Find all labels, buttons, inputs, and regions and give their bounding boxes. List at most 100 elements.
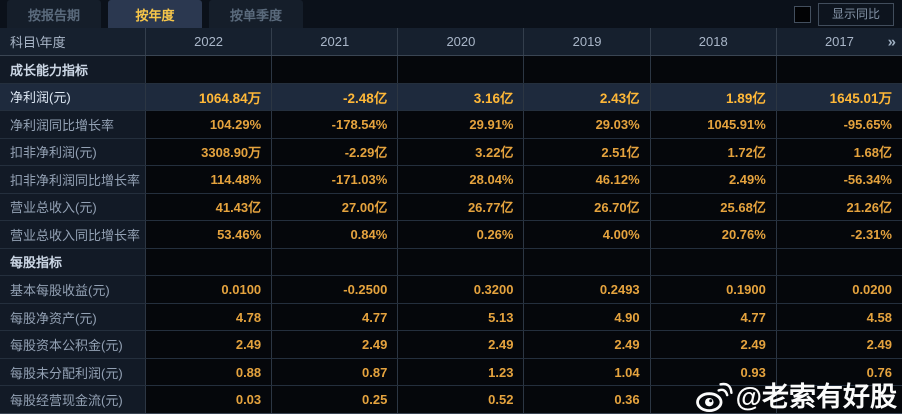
value-cell: 0.2493 [523,276,650,303]
value-cell [145,56,272,83]
value-cell: 0.1900 [649,276,776,303]
value-cell [523,56,650,83]
table-body: 成长能力指标 净利润(元) 1064.84万 -2.48亿 3.16亿 2.43亿 1.89… [0,56,902,414]
value-cell: 2.49 [145,331,272,358]
year-label: 2019 [572,34,602,49]
table-row[interactable]: 每股经营现金流(元) 0.03 0.25 0.52 0.36 [0,386,902,414]
period-tabs: 按报告期 按年度 按单季度 [0,0,303,28]
value-cell: 0.0100 [145,276,272,303]
value-cell [775,56,902,83]
value-cell: 2.49% [649,166,776,193]
value-cell: 0.87 [271,358,398,386]
year-header-2019[interactable]: 2019 [523,28,649,55]
value-cell: -95.65% [775,111,902,138]
tab-by-quarter[interactable]: 按单季度 [209,0,303,28]
table-row[interactable]: 每股净资产(元) 4.78 4.77 5.13 4.90 4.77 4.58 [0,303,902,332]
value-cell: 3.16亿 [397,83,524,111]
row-label: 基本每股收益(元) [0,276,145,303]
tab-by-year[interactable]: 按年度 [108,0,202,28]
year-header-2021[interactable]: 2021 [271,28,397,55]
value-cell: 4.77 [649,303,776,331]
row-label: 扣非净利润(元) [0,138,145,166]
section-row[interactable]: 成长能力指标 [0,56,902,84]
value-cell: 46.12% [523,166,650,193]
value-cell: 20.76% [649,221,776,248]
value-cell [775,248,902,276]
row-label: 营业总收入(元) [0,193,145,221]
value-cell: 2.49 [775,331,902,358]
year-header-2018[interactable]: 2018 [649,28,776,55]
table-row[interactable]: 每股未分配利润(元) 0.88 0.87 1.23 1.04 0.93 0.76 [0,358,902,387]
value-cell: 29.91% [397,111,524,138]
value-cell: 41.43亿 [145,193,272,221]
value-cell: 1064.84万 [145,83,272,111]
table-row[interactable]: 营业总收入同比增长率 53.46% 0.84% 0.26% 4.00% 20.76% -2.… [0,221,902,249]
table-header-row: 科目\年度 2022 2021 2020 2019 2018 2017 » [0,28,902,56]
value-cell: 1.23 [397,358,524,386]
value-cell: 2.51亿 [523,138,650,166]
value-cell: 0.93 [649,358,776,386]
show-yoy-checkbox[interactable] [793,5,811,23]
value-cell: 1045.91% [649,111,776,138]
section-row[interactable]: 每股指标 [0,248,902,277]
year-header-2020[interactable]: 2020 [397,28,523,55]
yoy-controls: 显示同比 [793,0,902,28]
value-cell: -171.03% [271,166,398,193]
year-header-2017[interactable]: 2017 » [775,28,902,55]
value-cell: 1645.01万 [775,83,902,111]
year-header-2022[interactable]: 2022 [145,28,271,55]
value-cell [649,248,776,276]
scroll-right-icon[interactable]: » [887,33,896,50]
value-cell [649,386,776,413]
year-label: 2022 [194,34,224,49]
table-row[interactable]: 扣非净利润(元) 3308.90万 -2.29亿 3.22亿 2.51亿 1.72亿 1.6… [0,138,902,167]
value-cell: 4.77 [271,303,398,331]
value-cell: 2.43亿 [523,83,650,111]
value-cell [145,248,272,276]
value-cell: -178.54% [271,111,398,138]
value-cell: 26.70亿 [523,193,650,221]
table-row[interactable]: 净利润(元) 1064.84万 -2.48亿 3.16亿 2.43亿 1.89亿 1645.… [0,83,902,112]
value-cell [649,56,776,83]
value-cell: 3308.90万 [145,138,272,166]
value-cell: 0.52 [397,386,524,413]
value-cell: 2.49 [523,331,650,358]
value-cell [397,248,524,276]
value-cell: 28.04% [397,166,524,193]
value-cell: 3.22亿 [397,138,524,166]
show-yoy-label[interactable]: 显示同比 [817,2,894,26]
value-cell: -2.31% [775,221,902,248]
value-cell: 0.25 [271,386,398,413]
value-cell: 1.89亿 [649,83,776,111]
value-cell: 1.68亿 [775,138,902,166]
row-label: 营业总收入同比增长率 [0,221,145,248]
tab-by-report-period[interactable]: 按报告期 [7,0,101,28]
value-cell: 0.03 [145,386,272,413]
value-cell: 0.0200 [775,276,902,303]
table-row[interactable]: 扣非净利润同比增长率 114.48% -171.03% 28.04% 46.12% 2.4… [0,166,902,194]
value-cell: 0.36 [523,386,650,413]
value-cell: 26.77亿 [397,193,524,221]
row-label: 每股资本公积金(元) [0,331,145,358]
value-cell [271,56,398,83]
value-cell: 4.90 [523,303,650,331]
year-label: 2017 [824,34,854,49]
table-row[interactable]: 净利润同比增长率 104.29% -178.54% 29.91% 29.03% 1045.… [0,111,902,139]
value-cell: 2.49 [271,331,398,358]
value-cell: 4.78 [145,303,272,331]
value-cell: 2.49 [649,331,776,358]
value-cell: 0.26% [397,221,524,248]
table-row[interactable]: 每股资本公积金(元) 2.49 2.49 2.49 2.49 2.49 2.49 [0,331,902,359]
financial-table: 科目\年度 2022 2021 2020 2019 2018 2017 » 成长能力指标 净利润… [0,28,902,414]
value-cell: 27.00亿 [271,193,398,221]
value-cell: 25.68亿 [649,193,776,221]
table-row[interactable]: 基本每股收益(元) 0.0100 -0.2500 0.3200 0.2493 0.1900… [0,276,902,304]
year-label: 2021 [320,34,350,49]
value-cell: 114.48% [145,166,272,193]
value-cell: -2.48亿 [271,83,398,111]
value-cell [775,386,902,413]
value-cell: 1.04 [523,358,650,386]
table-row[interactable]: 营业总收入(元) 41.43亿 27.00亿 26.77亿 26.70亿 25.68亿 21… [0,193,902,222]
row-label: 每股指标 [0,248,145,276]
value-cell: 0.84% [271,221,398,248]
